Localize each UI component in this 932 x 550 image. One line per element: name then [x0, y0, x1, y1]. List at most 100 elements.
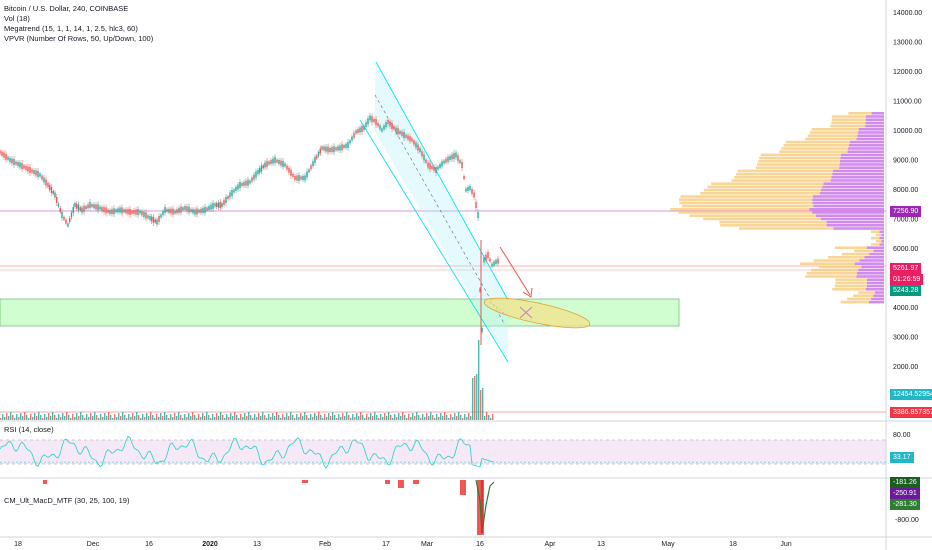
macd-bar: [479, 480, 480, 535]
volume-bar: [200, 417, 202, 420]
vpvr-bar-up: [678, 211, 813, 214]
vpvr-bar-down: [854, 262, 884, 265]
volume-bar: [424, 417, 426, 420]
volume-bar: [104, 413, 106, 420]
candle-body: [355, 130, 357, 134]
candle-body: [292, 173, 294, 177]
volume-bar: [98, 418, 100, 420]
candle-body: [421, 151, 423, 157]
candle-body: [471, 189, 473, 194]
volume-bar: [362, 415, 364, 420]
megatrend-indicator-label[interactable]: Megatrend (15, 1, 1, 14, 1, 2.5, hlc3, 6…: [4, 24, 138, 33]
candle-body: [298, 175, 300, 181]
vpvr-bar-up: [689, 214, 816, 217]
macd-bar: [402, 480, 403, 488]
volume-bar: [80, 412, 82, 420]
volume-bar: [272, 413, 274, 420]
volume-bar: [214, 417, 216, 420]
vpvr-bar-down: [826, 224, 884, 227]
volume-bar: [414, 416, 416, 420]
vpvr-bar-up: [703, 217, 821, 221]
volume-bar: [242, 417, 244, 420]
volume-bar: [2, 414, 4, 420]
macd-bar: [418, 480, 419, 484]
price-axis-label: 10000.00: [893, 128, 922, 135]
candle-body: [493, 261, 495, 266]
volume-bar: [108, 412, 110, 420]
volume-bar: [480, 390, 482, 420]
candle-body: [27, 166, 29, 172]
candle-body: [231, 190, 233, 196]
vpvr-indicator-label[interactable]: VPVR (Number Of Rows, 50, Up/Down, 100): [4, 34, 154, 43]
candle-body: [308, 169, 310, 173]
vpvr-bar-down: [815, 214, 884, 217]
volume-bar: [338, 414, 340, 420]
volume-bar: [170, 414, 172, 420]
candle-body: [419, 148, 421, 152]
volume-bar: [360, 412, 362, 420]
candle-body: [160, 214, 162, 218]
volume-bar: [4, 417, 6, 420]
candle-body: [41, 175, 43, 180]
candle-body: [93, 204, 95, 209]
vpvr-bar-up: [841, 252, 870, 256]
vpvr-histogram: [670, 112, 884, 304]
volume-bar: [320, 415, 322, 420]
volume-bar: [90, 413, 92, 420]
candle-body: [280, 160, 282, 166]
candle-body: [251, 177, 253, 182]
candle-body: [365, 122, 367, 128]
macd-label[interactable]: CM_Ult_MacD_MTF (30, 25, 100, 19): [4, 496, 130, 505]
macd-bar: [477, 480, 478, 535]
candle-body: [235, 187, 237, 191]
vpvr-bar-up: [783, 144, 849, 147]
volume-bar: [176, 416, 178, 420]
vpvr-bar-down: [866, 281, 884, 285]
vpvr-bar-up: [681, 204, 814, 208]
volume-bar: [244, 413, 246, 420]
vol-indicator-label[interactable]: Vol (18): [4, 14, 30, 23]
candle-body: [288, 167, 290, 173]
macd-line: [475, 479, 495, 534]
vpvr-bar-down: [865, 115, 884, 118]
volume-bar: [286, 413, 288, 420]
candle-body: [310, 165, 312, 170]
volume-bar: [284, 417, 286, 420]
volume-bar: [374, 412, 376, 420]
vpvr-bar-down: [856, 272, 884, 275]
candle-body: [9, 158, 11, 162]
vpvr-bar-up: [779, 150, 848, 153]
vpvr-bar-up: [830, 124, 866, 128]
volume-bar: [294, 418, 296, 420]
volume-bar: [106, 416, 108, 420]
candle-body: [241, 182, 243, 186]
vpvr-bar-up: [831, 121, 866, 125]
vpvr-bar-down: [857, 134, 884, 137]
candle-body: [178, 207, 180, 213]
volume-bar: [218, 416, 220, 420]
volume-bar: [444, 412, 446, 420]
volume-bar: [490, 418, 492, 420]
vpvr-bar-up: [835, 278, 867, 281]
candle-body: [89, 202, 91, 208]
candle-body: [95, 204, 97, 210]
vpvr-bar-up: [805, 137, 857, 141]
volume-bar: [296, 414, 298, 420]
vpvr-bar-down: [840, 156, 884, 160]
candle-body: [143, 211, 145, 217]
macd-bar: [478, 480, 479, 535]
vpvr-bar-down: [864, 256, 884, 259]
volume-bar: [412, 413, 414, 420]
vpvr-bar-up: [755, 166, 840, 169]
price-tag-7256: 7256.90: [890, 206, 922, 217]
candle-body: [445, 158, 447, 163]
candle-body: [3, 152, 5, 158]
volume-bar: [258, 413, 260, 420]
volume-bar: [476, 374, 478, 420]
candle-body: [477, 212, 479, 218]
rsi-label[interactable]: RSI (14, close): [4, 425, 54, 434]
vpvr-bar-up: [739, 227, 834, 230]
projection-arrow: [499, 246, 531, 296]
volume-bar: [484, 416, 486, 420]
